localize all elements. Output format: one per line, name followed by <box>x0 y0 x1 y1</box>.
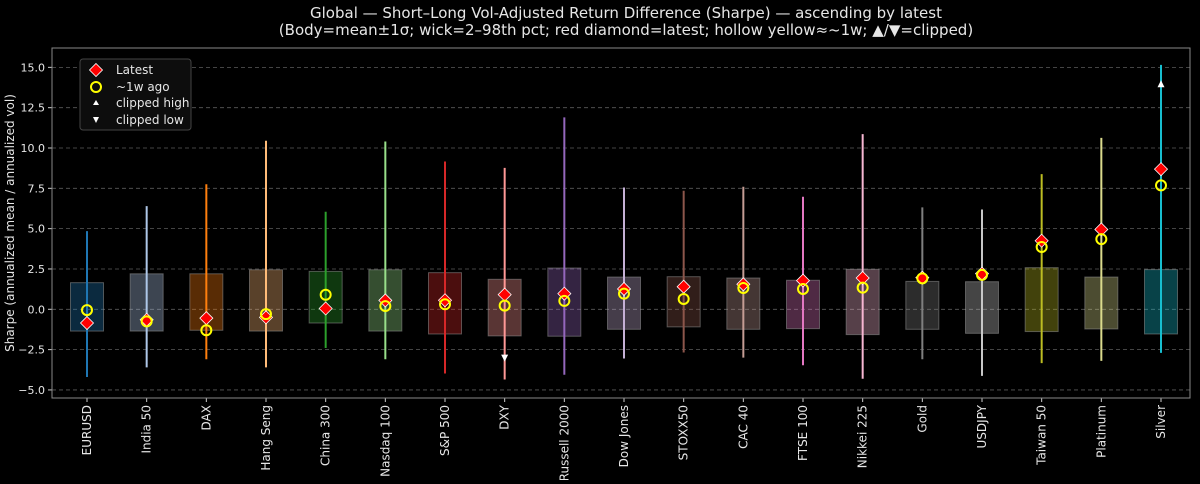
clipped-low-marker <box>501 354 509 362</box>
week-ago-marker <box>856 281 869 294</box>
x-tick-label: Hang Seng <box>259 405 273 471</box>
chart-subtitle: (Body=mean±1σ; wick=2–98th pct; red diam… <box>279 21 973 39</box>
latest-marker <box>795 273 811 288</box>
week-ago-marker <box>1035 241 1048 254</box>
x-tick-label: Dow Jones <box>617 405 631 467</box>
x-tick-label: China 300 <box>319 405 333 466</box>
gridlines <box>52 66 1190 391</box>
legend-week-ago-icon <box>90 81 102 93</box>
latest-marker <box>1153 162 1169 177</box>
y-tick-label: 0.0 <box>28 303 46 316</box>
x-tick-label: USDJPY <box>975 404 989 448</box>
week-ago-marker <box>1095 233 1108 246</box>
y-tick-label: 7.5 <box>28 182 46 195</box>
week-ago-marker <box>1155 179 1167 192</box>
chart-title: Global — Short–Long Vol-Adjusted Return … <box>310 4 942 22</box>
legend-label: ~1w ago <box>116 80 170 94</box>
y-tick-label: 12.5 <box>21 102 46 115</box>
chart-marks <box>70 64 1178 380</box>
x-tick-label: DXY <box>498 404 512 429</box>
legend-clipped-high-icon <box>93 100 99 105</box>
week-ago-marker <box>140 315 153 328</box>
week-ago-marker <box>200 324 213 337</box>
y-tick-label: 2.5 <box>28 263 46 276</box>
legend-clipped-low-icon <box>93 117 99 123</box>
y-axis-label: Sharpe (annualized mean / annualized vol… <box>3 94 17 352</box>
latest-marker <box>855 270 870 286</box>
week-ago-marker <box>81 304 93 317</box>
week-ago-marker <box>379 300 392 313</box>
plot-frame <box>51 47 1191 399</box>
week-ago-marker <box>498 299 511 312</box>
y-ticks: −5.0 −2.5 0.0 2.5 5.0 7.5 10.0 12.5 15.0 <box>18 61 52 397</box>
x-tick-label: STOXX50 <box>677 405 691 460</box>
week-ago-marker <box>319 288 332 301</box>
latest-marker <box>79 315 95 331</box>
week-ago-marker <box>618 287 630 300</box>
x-tick-label: Platinum <box>1094 405 1108 458</box>
week-ago-marker <box>916 272 929 285</box>
x-tick-label: CAC 40 <box>736 405 750 449</box>
legend-label: clipped high <box>116 96 189 110</box>
x-tick-label: FTSE 100 <box>796 405 810 461</box>
y-tick-label: 5.0 <box>28 223 46 236</box>
latest-marker <box>736 277 751 292</box>
x-tick-label: Nikkei 225 <box>856 405 870 468</box>
x-tick-label: S&P 500 <box>438 405 452 456</box>
clipped-high-marker <box>1157 80 1165 88</box>
week-ago-marker <box>677 292 690 305</box>
latest-marker <box>1094 222 1109 237</box>
legend: Latest ~1w ago clipped high clipped low <box>79 58 192 131</box>
x-ticks: EURUSD India 50 DAX Hang Seng China 300 Nasda… <box>80 398 1168 481</box>
y-tick-label: −5.0 <box>18 384 45 397</box>
week-ago-marker <box>976 268 988 281</box>
week-ago-marker <box>260 308 272 321</box>
y-tick-label: −2.5 <box>18 344 45 357</box>
y-tick-label: 15.0 <box>21 61 46 74</box>
legend-box <box>79 58 192 131</box>
x-tick-label: Gold <box>915 405 929 433</box>
x-tick-label: Silver <box>1154 405 1168 439</box>
x-tick-label: Taiwan 50 <box>1035 405 1049 466</box>
week-ago-marker <box>558 294 571 307</box>
legend-label: clipped low <box>116 113 184 127</box>
latest-marker <box>318 301 333 316</box>
week-ago-marker <box>797 282 809 295</box>
x-tick-label: India 50 <box>140 405 154 454</box>
week-ago-marker <box>439 298 451 311</box>
x-tick-label: Russell 2000 <box>557 405 571 480</box>
x-tick-label: Nasdaq 100 <box>378 405 392 477</box>
x-tick-label: DAX <box>199 405 213 430</box>
legend-latest-icon <box>88 62 104 78</box>
week-ago-marker <box>737 282 750 294</box>
legend-label: Latest <box>116 63 153 77</box>
y-tick-label: 10.0 <box>21 142 46 155</box>
x-tick-label: EURUSD <box>80 405 94 455</box>
